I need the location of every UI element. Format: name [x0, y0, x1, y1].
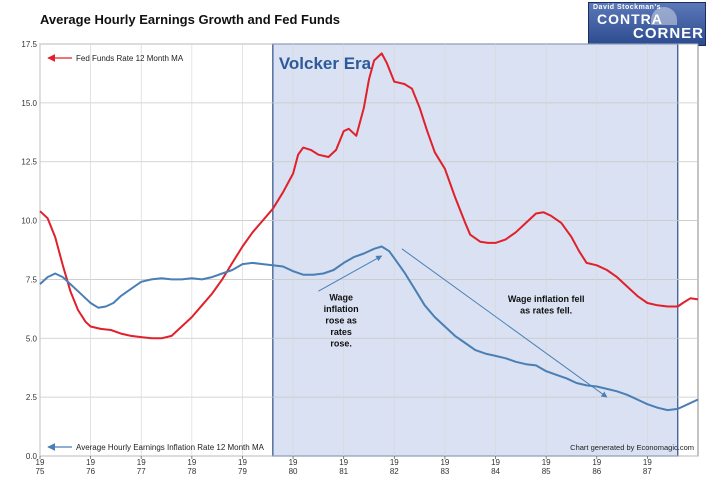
annotation-wage-rose-line: rose. — [330, 339, 352, 349]
x-tick-label-year: 86 — [592, 467, 601, 476]
x-tick-label-year: 85 — [542, 467, 551, 476]
x-tick-label-century: 19 — [36, 458, 45, 467]
logo-line-1: David Stockman's — [593, 4, 662, 11]
x-tick-label-century: 19 — [390, 458, 399, 467]
y-tick-label: 12.5 — [21, 158, 37, 167]
annotation-arrow — [318, 255, 383, 292]
y-tick-label: 5.0 — [26, 334, 38, 343]
contra-corner-logo: David Stockman's CONTRA CORNER — [588, 2, 706, 46]
x-tick-label-century: 19 — [339, 458, 348, 467]
x-tick-label-century: 19 — [592, 458, 601, 467]
x-tick-label-year: 81 — [339, 467, 348, 476]
annotation-wage-rose-line: Wage — [329, 293, 353, 303]
legend-fed-funds-label: Fed Funds Rate 12 Month MA — [76, 54, 184, 63]
x-tick-label-century: 19 — [542, 458, 551, 467]
volcker-era-label: Volcker Era — [279, 54, 372, 73]
y-tick-label: 17.5 — [21, 40, 37, 49]
x-tick-label-year: 76 — [86, 467, 95, 476]
y-tick-label: 10.0 — [21, 217, 37, 226]
capitol-dome-icon — [651, 7, 677, 25]
y-tick-label: 0.0 — [26, 452, 38, 461]
x-tick-label-year: 79 — [238, 467, 247, 476]
y-tick-label: 15.0 — [21, 99, 37, 108]
x-tick-label-century: 19 — [187, 458, 196, 467]
logo-line-2: CONTRA — [597, 11, 663, 27]
logo-line-3: CORNER — [633, 25, 705, 42]
x-tick-label-year: 78 — [187, 467, 196, 476]
annotation-wage-fell-line: Wage inflation fell — [508, 294, 585, 304]
y-tick-label: 2.5 — [26, 393, 38, 402]
annotation-wage-fell-line: as rates fell. — [520, 305, 572, 315]
x-tick-label-year: 87 — [643, 467, 652, 476]
x-tick-label-year: 82 — [390, 467, 399, 476]
chart-title: Average Hourly Earnings Growth and Fed F… — [40, 12, 341, 27]
annotation-wage-rose-line: rates — [330, 327, 352, 337]
earnings-inflation-line — [39, 245, 699, 412]
annotation-wage-rose-line: rose as — [325, 316, 357, 326]
y-tick-label: 7.5 — [26, 275, 38, 284]
x-tick-label-century: 19 — [643, 458, 652, 467]
x-tick-label-year: 80 — [289, 467, 298, 476]
x-tick-label-century: 19 — [289, 458, 298, 467]
x-tick-label-year: 84 — [491, 467, 500, 476]
annotation-arrow — [401, 248, 608, 398]
x-tick-label-century: 19 — [86, 458, 95, 467]
x-tick-label-year: 75 — [36, 467, 45, 476]
x-tick-label-century: 19 — [440, 458, 449, 467]
source-note: Chart generated by Economagic.com — [570, 443, 694, 452]
x-tick-label-year: 77 — [137, 467, 146, 476]
volcker-era-region — [272, 43, 679, 457]
x-tick-label-century: 19 — [238, 458, 247, 467]
x-tick-label-year: 83 — [440, 467, 449, 476]
x-tick-label-century: 19 — [491, 458, 500, 467]
legend-earnings-label: Average Hourly Earnings Inflation Rate 1… — [76, 443, 265, 452]
annotation-wage-rose-line: inflation — [324, 304, 359, 314]
fed-funds-line — [39, 52, 699, 340]
x-tick-label-century: 19 — [137, 458, 146, 467]
